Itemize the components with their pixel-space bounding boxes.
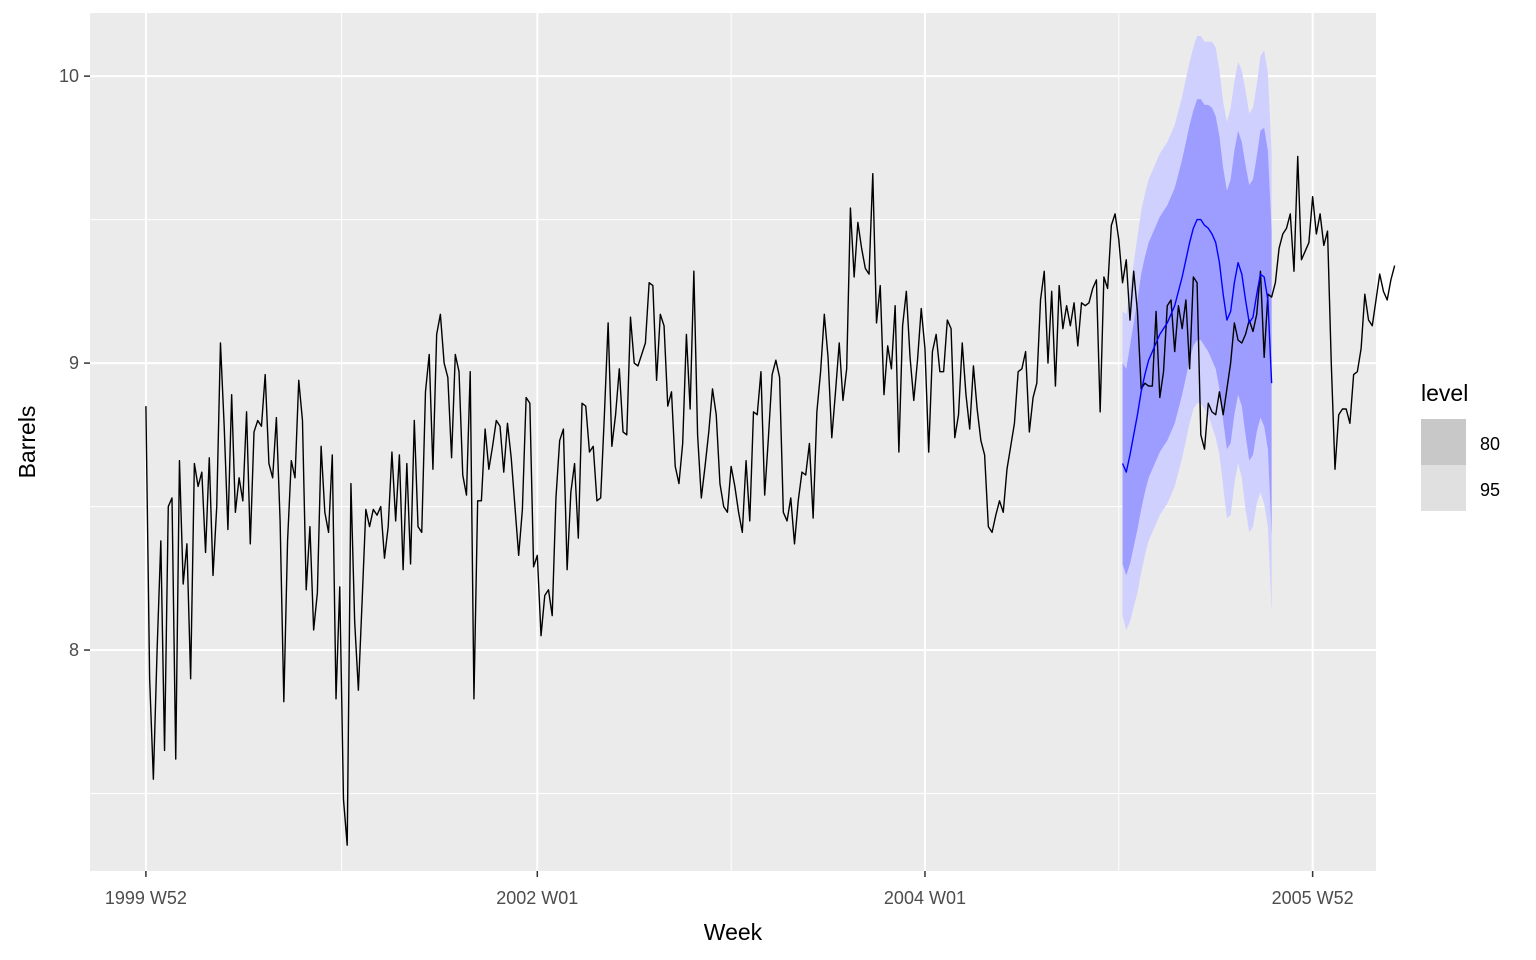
x-tick-label: 1999 W52 (105, 888, 187, 908)
band-80 (1122, 99, 1272, 576)
y-axis: 8 9 10 (59, 66, 90, 660)
y-tick-label: 10 (59, 66, 79, 86)
series-line-forecast (1121, 218, 1273, 473)
legend: level 80 95 (1421, 380, 1500, 511)
x-tick-label: 2002 W01 (496, 888, 578, 908)
y-tick-label: 9 (69, 353, 79, 373)
x-tick-label: 2005 W52 (1272, 888, 1354, 908)
series-lines (145, 155, 1396, 846)
x-axis-title: Week (704, 919, 763, 945)
y-tick-label: 8 (69, 640, 79, 660)
legend-title: level (1421, 380, 1468, 406)
legend-label-80: 80 (1480, 434, 1500, 454)
x-axis: 1999 W52 2002 W01 2004 W01 2005 W52 (105, 871, 1354, 908)
y-axis-title: Barrels (14, 406, 40, 479)
legend-key-95 (1421, 465, 1466, 511)
x-tick-label: 2004 W01 (884, 888, 966, 908)
series-line-history (145, 155, 1396, 846)
legend-label-95: 95 (1480, 480, 1500, 500)
legend-key-80 (1421, 419, 1466, 465)
forecast-intervals (1122, 35, 1272, 630)
